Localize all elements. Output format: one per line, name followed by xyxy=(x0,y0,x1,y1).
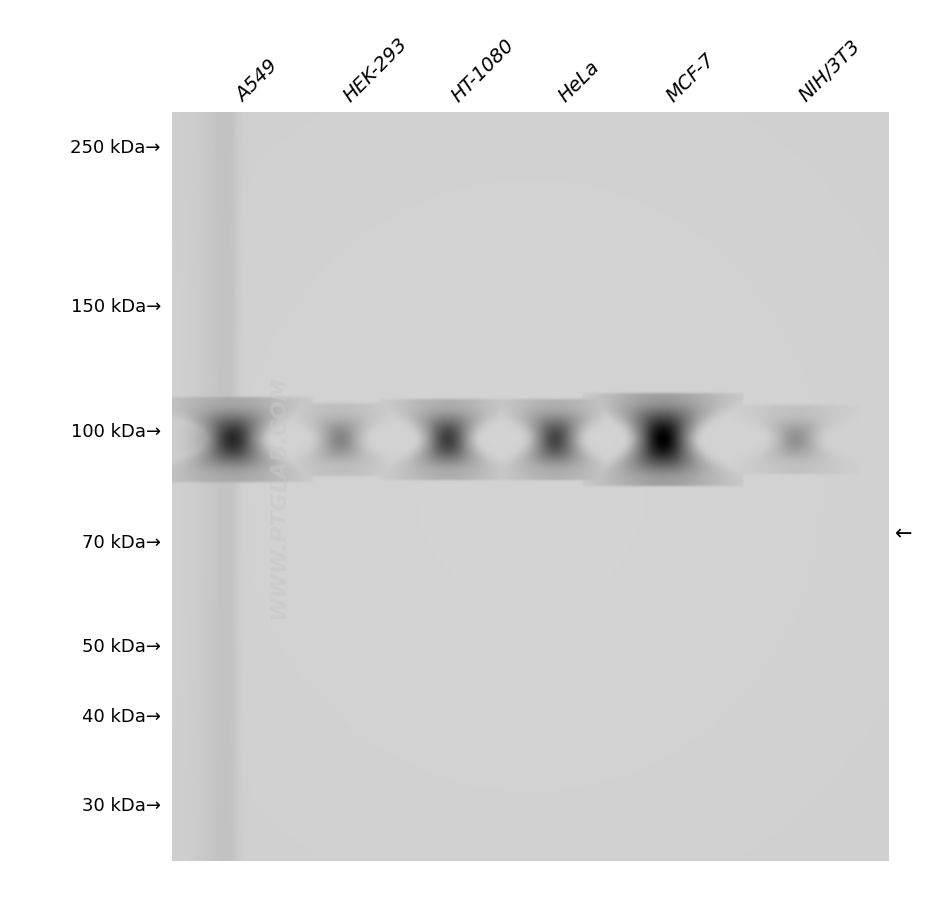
Text: A549: A549 xyxy=(232,57,282,106)
Text: MCF-7: MCF-7 xyxy=(662,50,719,106)
Text: 250 kDa→: 250 kDa→ xyxy=(71,139,161,157)
Text: 70 kDa→: 70 kDa→ xyxy=(82,533,161,551)
Text: 150 kDa→: 150 kDa→ xyxy=(71,297,161,315)
Text: HT-1080: HT-1080 xyxy=(447,35,518,106)
Text: 30 kDa→: 30 kDa→ xyxy=(82,796,161,814)
Text: HeLa: HeLa xyxy=(555,57,604,106)
Text: NIH/3T3: NIH/3T3 xyxy=(795,37,864,106)
Text: ←: ← xyxy=(895,524,912,544)
Text: HEK-293: HEK-293 xyxy=(340,34,412,106)
Text: WWW.PTGLAB.COM: WWW.PTGLAB.COM xyxy=(269,374,289,618)
Text: 40 kDa→: 40 kDa→ xyxy=(82,707,161,724)
Text: 50 kDa→: 50 kDa→ xyxy=(82,638,161,656)
Text: 100 kDa→: 100 kDa→ xyxy=(71,423,161,441)
